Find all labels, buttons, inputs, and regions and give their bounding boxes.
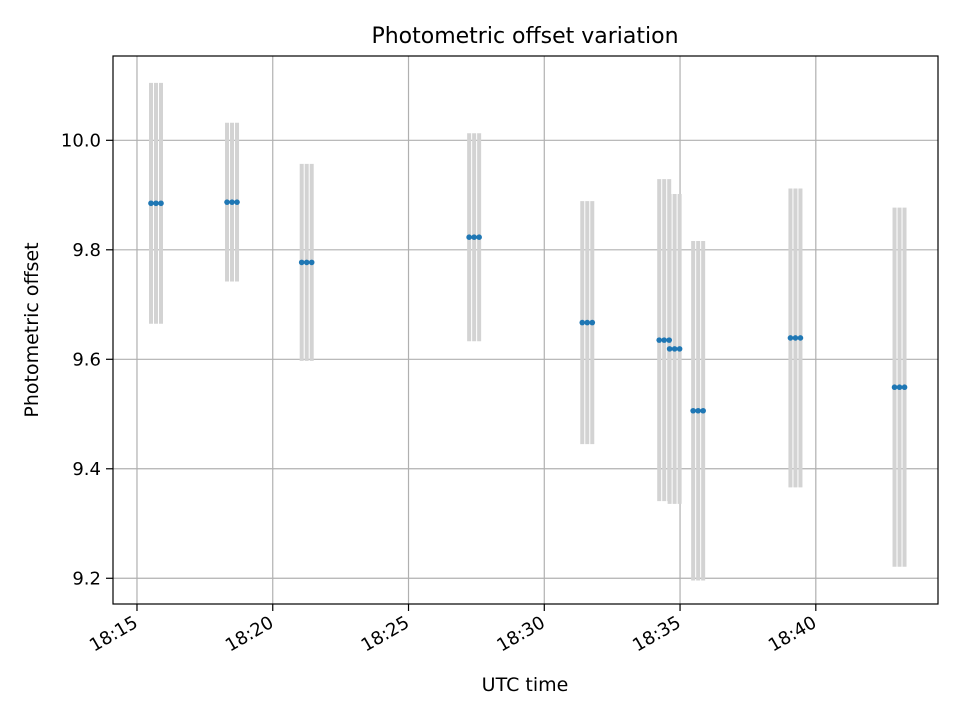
y-tick-label: 9.6 bbox=[72, 349, 101, 370]
x-tick-label: 18:35 bbox=[629, 612, 684, 656]
data-point bbox=[891, 384, 898, 391]
data-point bbox=[308, 259, 315, 266]
data-point bbox=[787, 335, 794, 341]
x-tick-label: 18:25 bbox=[358, 612, 413, 656]
data-point bbox=[471, 234, 477, 241]
data-point bbox=[676, 346, 683, 352]
y-tick-label: 9.8 bbox=[72, 240, 101, 261]
data-point bbox=[901, 384, 908, 391]
data-point bbox=[224, 199, 230, 205]
x-axis-label: UTC time bbox=[482, 674, 569, 696]
data-point bbox=[690, 407, 696, 414]
y-tick-label: 9.4 bbox=[72, 459, 101, 480]
x-tick-label: 18:30 bbox=[493, 612, 548, 656]
data-point bbox=[584, 319, 591, 326]
data-point bbox=[148, 200, 154, 207]
x-tick-label: 18:15 bbox=[86, 612, 141, 656]
data-point bbox=[695, 407, 701, 414]
data-point bbox=[303, 259, 310, 266]
data-point bbox=[158, 200, 164, 207]
y-axis-label: Photometric offset bbox=[21, 242, 43, 417]
data-point bbox=[229, 199, 235, 205]
data-point bbox=[797, 335, 804, 341]
data-point bbox=[896, 384, 903, 391]
data-points bbox=[148, 199, 908, 414]
data-point bbox=[666, 337, 673, 343]
y-tick-label: 10.0 bbox=[61, 130, 101, 151]
chart-title: Photometric offset variation bbox=[371, 24, 678, 49]
x-tick-label: 18:20 bbox=[222, 612, 277, 656]
data-point bbox=[671, 346, 678, 352]
data-point bbox=[579, 319, 586, 326]
data-point bbox=[661, 337, 668, 343]
data-point bbox=[700, 407, 706, 414]
data-point bbox=[792, 335, 799, 341]
data-point bbox=[666, 346, 673, 352]
x-tick-label: 18:40 bbox=[765, 612, 820, 656]
data-point bbox=[298, 259, 305, 266]
plot-frame bbox=[112, 55, 939, 605]
data-point bbox=[153, 200, 159, 207]
y-axis-ticks: 9.2 9.4 9.6 9.8 10.0 bbox=[61, 130, 113, 589]
data-point bbox=[656, 337, 663, 343]
data-point bbox=[234, 199, 240, 205]
data-point bbox=[476, 234, 482, 241]
x-axis-ticks: 18:15 18:20 18:25 18:30 18:35 18:40 bbox=[86, 604, 820, 656]
error-bars bbox=[148, 82, 907, 581]
data-point bbox=[589, 319, 596, 326]
y-tick-label: 9.2 bbox=[72, 568, 101, 589]
data-point bbox=[466, 234, 472, 241]
